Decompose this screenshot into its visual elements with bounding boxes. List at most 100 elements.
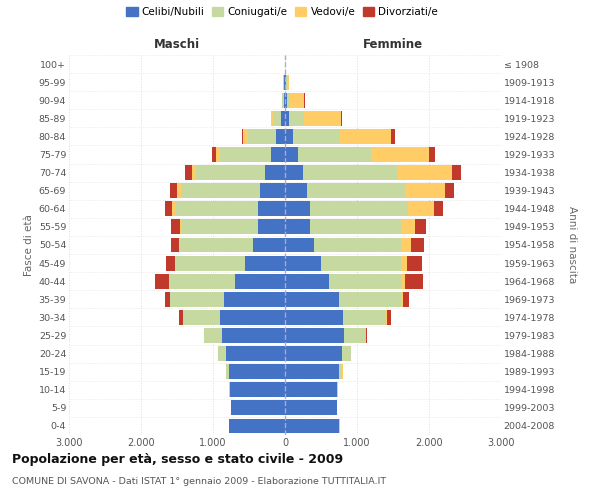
- Bar: [401, 238, 411, 252]
- Bar: [285, 184, 307, 198]
- Bar: [398, 165, 452, 180]
- Bar: [242, 129, 243, 144]
- Bar: [230, 382, 285, 397]
- Y-axis label: Fasce di età: Fasce di età: [25, 214, 34, 276]
- Bar: [229, 418, 285, 434]
- Text: COMUNE DI SAVONA - Dati ISTAT 1° gennaio 2009 - Elaborazione TUTTITALIA.IT: COMUNE DI SAVONA - Dati ISTAT 1° gennaio…: [12, 478, 386, 486]
- Bar: [434, 202, 443, 216]
- Bar: [343, 310, 386, 325]
- Bar: [185, 165, 192, 180]
- Bar: [285, 147, 298, 162]
- Bar: [307, 184, 405, 198]
- Legend: Celibi/Nubili, Coniugati/e, Vedovi/e, Divorziati/e: Celibi/Nubili, Coniugati/e, Vedovi/e, Di…: [124, 5, 440, 20]
- Bar: [340, 292, 401, 306]
- Bar: [285, 418, 340, 434]
- Bar: [170, 220, 179, 234]
- Bar: [401, 220, 415, 234]
- Text: Femmine: Femmine: [363, 38, 423, 52]
- Bar: [285, 129, 293, 144]
- Bar: [229, 364, 285, 379]
- Bar: [179, 220, 181, 234]
- Bar: [283, 93, 284, 108]
- Bar: [401, 274, 405, 288]
- Bar: [170, 274, 235, 288]
- Bar: [166, 256, 175, 270]
- Bar: [304, 165, 398, 180]
- Bar: [298, 147, 371, 162]
- Bar: [452, 165, 461, 180]
- Bar: [220, 147, 271, 162]
- Bar: [176, 256, 245, 270]
- Bar: [403, 292, 409, 306]
- Bar: [344, 328, 366, 343]
- Bar: [340, 364, 343, 379]
- Bar: [179, 310, 184, 325]
- Bar: [340, 129, 391, 144]
- Bar: [337, 382, 338, 397]
- Bar: [281, 111, 285, 126]
- Y-axis label: Anni di nascita: Anni di nascita: [566, 206, 577, 284]
- Bar: [415, 220, 426, 234]
- Bar: [285, 274, 329, 288]
- Bar: [175, 202, 257, 216]
- Bar: [287, 93, 290, 108]
- Bar: [229, 382, 230, 397]
- Bar: [408, 202, 434, 216]
- Bar: [265, 165, 285, 180]
- Bar: [226, 346, 285, 361]
- Bar: [274, 111, 281, 126]
- Bar: [285, 74, 286, 90]
- Bar: [290, 93, 304, 108]
- Bar: [310, 202, 408, 216]
- Bar: [271, 147, 285, 162]
- Bar: [181, 220, 257, 234]
- Text: Maschi: Maschi: [154, 38, 200, 52]
- Bar: [285, 238, 314, 252]
- Bar: [314, 238, 401, 252]
- Bar: [284, 93, 285, 108]
- Bar: [371, 147, 430, 162]
- Bar: [329, 274, 401, 288]
- Bar: [218, 346, 226, 361]
- Bar: [257, 220, 285, 234]
- Bar: [341, 111, 342, 126]
- Bar: [231, 400, 285, 415]
- Bar: [175, 256, 176, 270]
- Bar: [235, 274, 285, 288]
- Bar: [285, 310, 343, 325]
- Bar: [196, 165, 265, 180]
- Bar: [248, 129, 277, 144]
- Bar: [243, 129, 248, 144]
- Bar: [285, 256, 322, 270]
- Bar: [293, 129, 340, 144]
- Bar: [277, 129, 285, 144]
- Bar: [310, 220, 401, 234]
- Bar: [287, 74, 289, 90]
- Bar: [322, 256, 401, 270]
- Bar: [285, 220, 310, 234]
- Bar: [245, 256, 285, 270]
- Bar: [205, 328, 223, 343]
- Bar: [391, 129, 395, 144]
- Bar: [212, 147, 215, 162]
- Bar: [285, 328, 344, 343]
- Bar: [180, 238, 253, 252]
- Bar: [341, 346, 350, 361]
- Bar: [171, 238, 179, 252]
- Bar: [257, 202, 285, 216]
- Bar: [165, 292, 170, 306]
- Bar: [405, 274, 424, 288]
- Bar: [181, 184, 260, 198]
- Bar: [285, 400, 337, 415]
- Bar: [285, 165, 304, 180]
- Bar: [285, 202, 310, 216]
- Bar: [285, 364, 340, 379]
- Bar: [172, 202, 175, 216]
- Bar: [176, 184, 181, 198]
- Bar: [224, 292, 285, 306]
- Bar: [407, 256, 422, 270]
- Bar: [170, 292, 224, 306]
- Bar: [155, 274, 169, 288]
- Bar: [401, 256, 407, 270]
- Bar: [285, 292, 340, 306]
